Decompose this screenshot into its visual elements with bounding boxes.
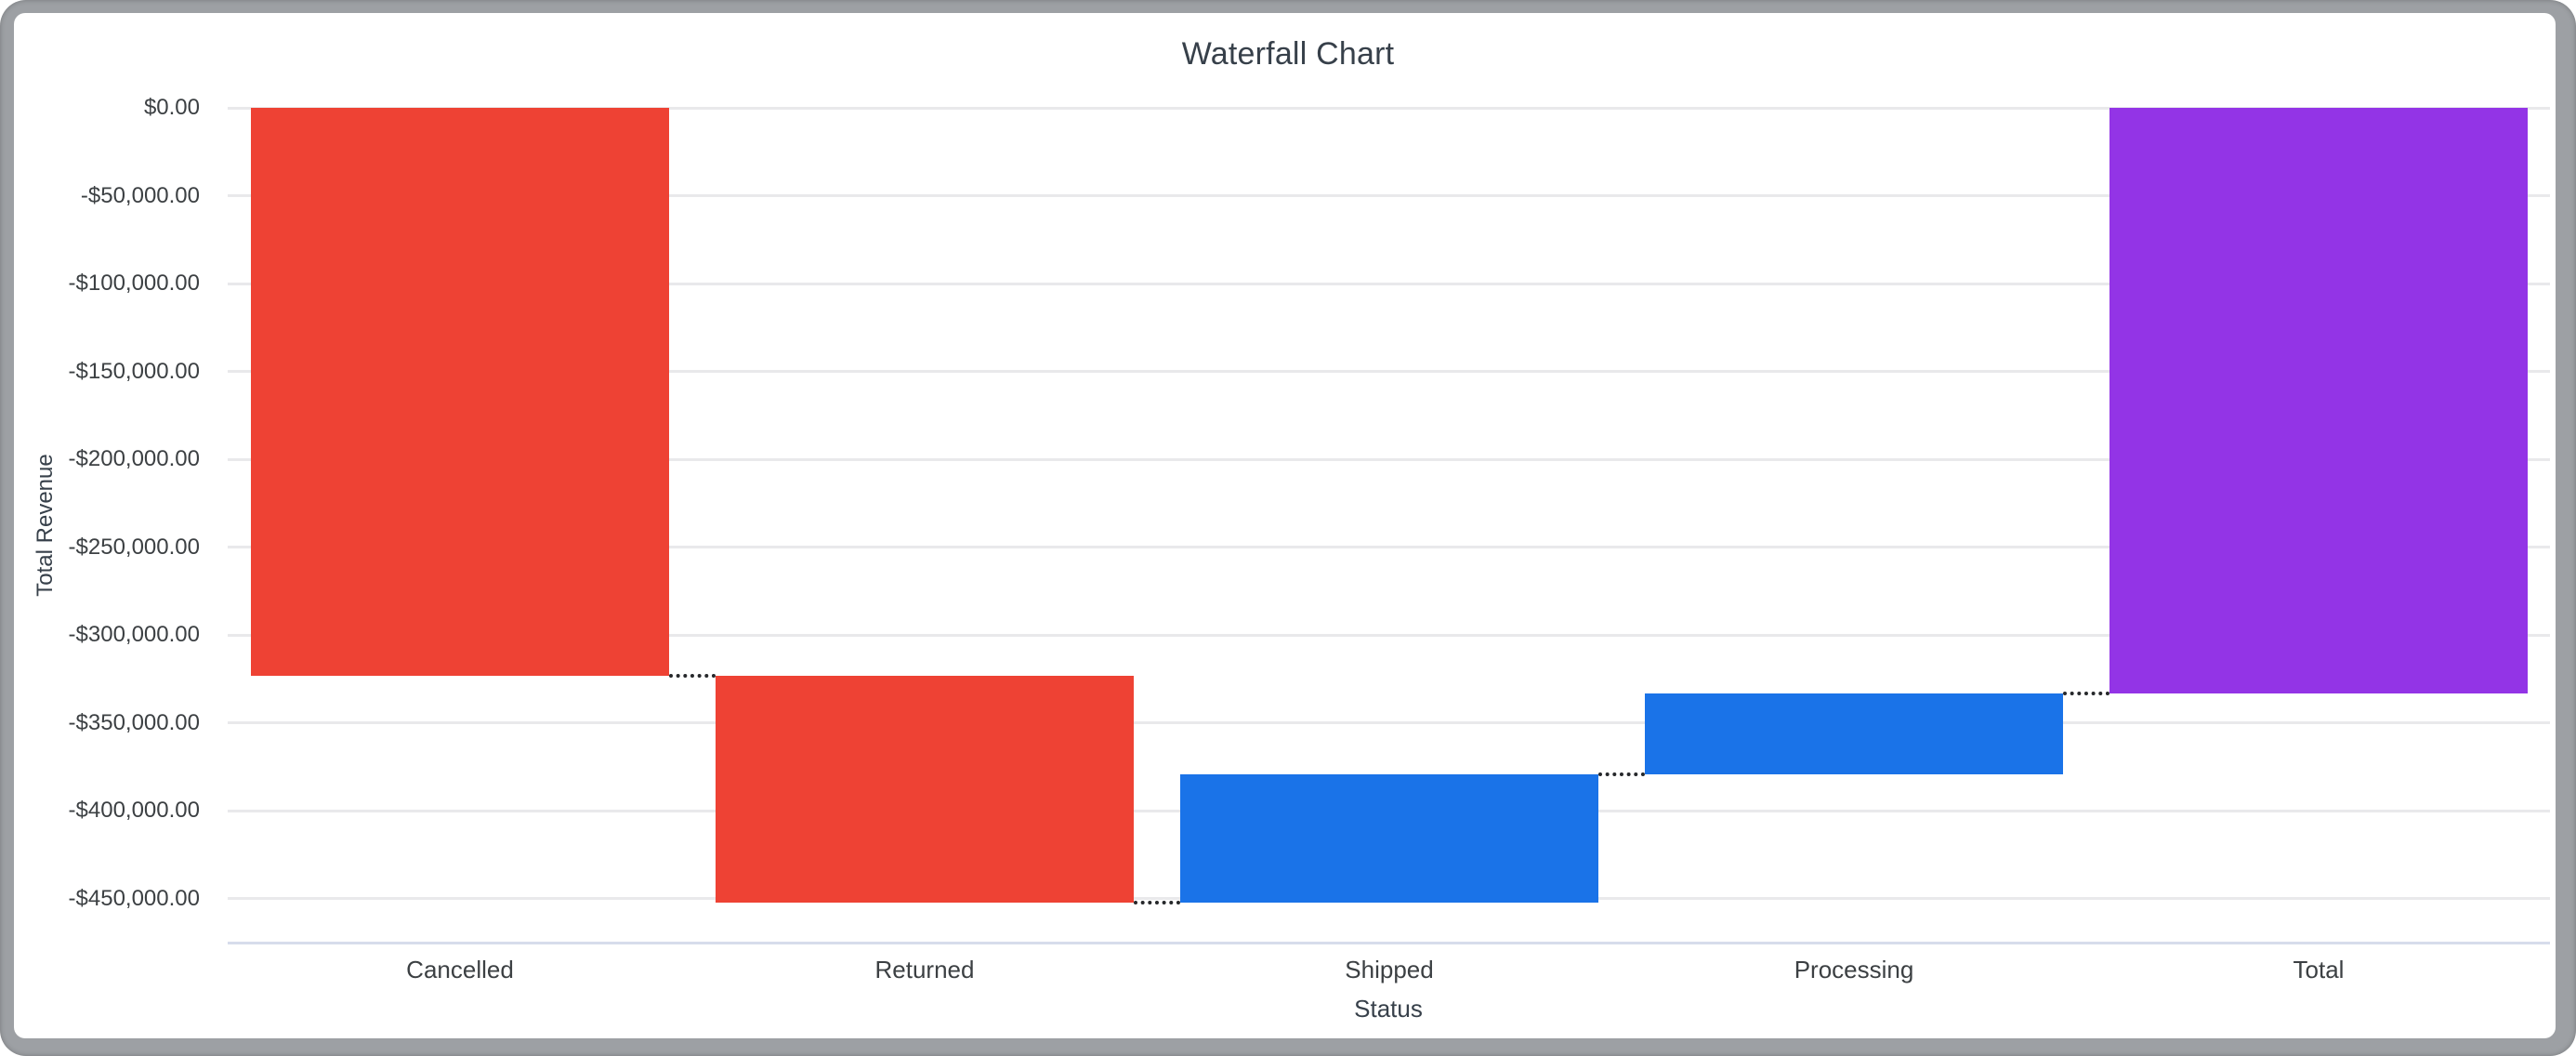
y-tick-label: -$300,000.00 <box>68 622 200 647</box>
gridline <box>228 370 2550 373</box>
gridline <box>228 194 2550 197</box>
y-tick-label: $0.00 <box>143 95 200 120</box>
y-tick-label: -$100,000.00 <box>68 271 200 296</box>
gridline <box>228 457 2550 461</box>
waterfall-connector <box>669 673 716 678</box>
x-axis-title: Status <box>1354 995 1423 1023</box>
y-axis-title: Total Revenue <box>33 454 58 597</box>
x-category-label: Returned <box>874 956 975 983</box>
bar-cancelled[interactable] <box>251 108 669 676</box>
y-tick-label: -$200,000.00 <box>68 446 200 471</box>
x-axis-line <box>228 942 2550 944</box>
bar-returned[interactable] <box>716 675 1134 904</box>
y-tick-label: -$150,000.00 <box>68 358 200 384</box>
waterfall-connector <box>1598 772 1645 777</box>
gridline <box>228 106 2550 110</box>
gridline <box>228 546 2550 548</box>
y-tick-label: -$350,000.00 <box>68 709 200 735</box>
x-category-label: Processing <box>1794 956 1914 983</box>
y-tick-label: -$50,000.00 <box>80 182 200 208</box>
gridline <box>228 721 2550 724</box>
y-tick-label: -$450,000.00 <box>68 885 200 911</box>
gridline <box>228 282 2550 285</box>
bar-shipped[interactable] <box>1180 774 1598 904</box>
x-category-label: Total <box>2293 956 2345 983</box>
y-tick-label: -$250,000.00 <box>68 534 200 560</box>
gridline <box>228 633 2550 637</box>
x-category-label: Cancelled <box>406 956 514 983</box>
y-tick-label: -$400,000.00 <box>68 798 200 823</box>
x-category-label: Shipped <box>1345 956 1434 983</box>
waterfall-connector <box>1134 901 1180 905</box>
chart-title: Waterfall Chart <box>1181 36 1395 72</box>
bar-processing[interactable] <box>1645 693 2063 775</box>
bar-total[interactable] <box>2109 108 2528 694</box>
waterfall-connector <box>2063 692 2109 696</box>
